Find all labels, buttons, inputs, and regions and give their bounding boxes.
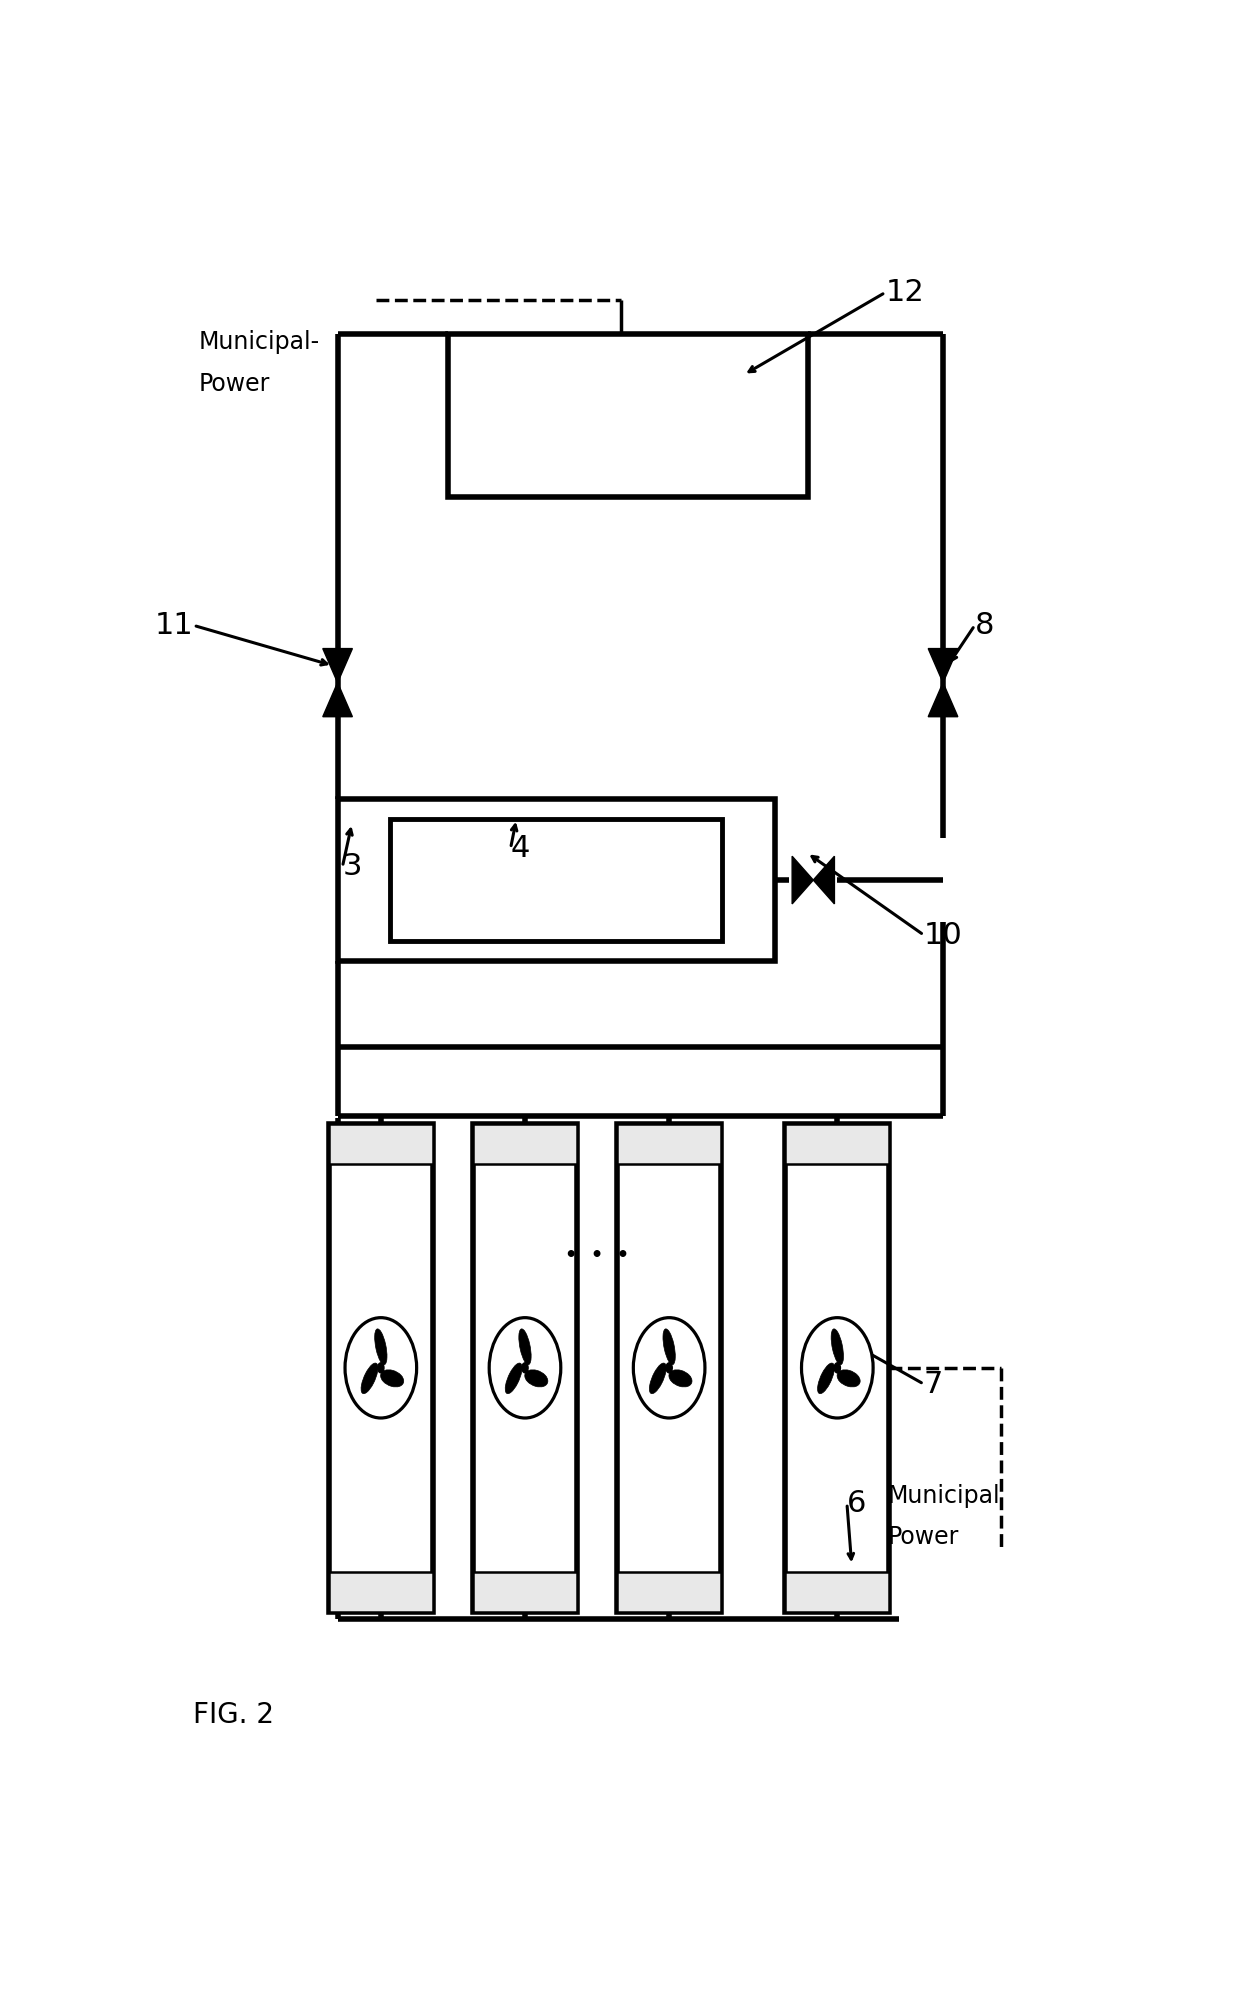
Bar: [785, 1573, 889, 1611]
Bar: [337, 798, 775, 961]
Text: 10: 10: [924, 921, 962, 949]
Text: 3: 3: [342, 853, 362, 881]
Ellipse shape: [650, 1363, 666, 1394]
Polygon shape: [929, 650, 957, 682]
Ellipse shape: [668, 1369, 692, 1388]
Text: Power: Power: [198, 372, 269, 396]
Polygon shape: [792, 857, 813, 903]
Bar: [474, 1573, 577, 1611]
Text: FIG. 2: FIG. 2: [193, 1701, 274, 1729]
Bar: [785, 1124, 889, 1611]
Bar: [618, 1124, 720, 1611]
Ellipse shape: [505, 1363, 522, 1394]
Text: 12: 12: [885, 278, 924, 308]
Ellipse shape: [345, 1317, 417, 1418]
Circle shape: [666, 1363, 672, 1374]
Ellipse shape: [663, 1329, 676, 1365]
Ellipse shape: [374, 1329, 387, 1365]
Polygon shape: [813, 857, 835, 903]
Polygon shape: [322, 682, 352, 716]
Text: 11: 11: [155, 611, 193, 639]
Text: Municipal: Municipal: [888, 1484, 999, 1508]
Ellipse shape: [837, 1369, 861, 1388]
Ellipse shape: [361, 1363, 378, 1394]
Polygon shape: [322, 650, 352, 682]
Text: 7: 7: [924, 1369, 944, 1398]
Text: 4: 4: [511, 835, 529, 863]
Bar: [329, 1573, 433, 1611]
Bar: [329, 1124, 433, 1164]
Polygon shape: [929, 682, 957, 716]
Ellipse shape: [518, 1329, 531, 1365]
Ellipse shape: [801, 1317, 873, 1418]
Ellipse shape: [634, 1317, 706, 1418]
Bar: [474, 1124, 577, 1611]
Bar: [329, 1124, 433, 1611]
Text: 8: 8: [975, 611, 994, 639]
Bar: [618, 1124, 720, 1164]
Text: •  •  •: • • •: [565, 1247, 629, 1265]
Circle shape: [835, 1363, 841, 1374]
Ellipse shape: [817, 1363, 835, 1394]
Bar: [618, 1573, 720, 1611]
Bar: [391, 818, 722, 941]
Circle shape: [522, 1363, 528, 1374]
Bar: [474, 1124, 577, 1164]
Ellipse shape: [831, 1329, 843, 1365]
Text: Power: Power: [888, 1526, 959, 1548]
Circle shape: [378, 1363, 384, 1374]
Ellipse shape: [489, 1317, 560, 1418]
Bar: [785, 1124, 889, 1164]
Text: 6: 6: [847, 1488, 867, 1518]
Bar: [448, 334, 808, 497]
Ellipse shape: [381, 1369, 404, 1388]
Text: Municipal-: Municipal-: [198, 330, 320, 354]
Ellipse shape: [525, 1369, 548, 1388]
